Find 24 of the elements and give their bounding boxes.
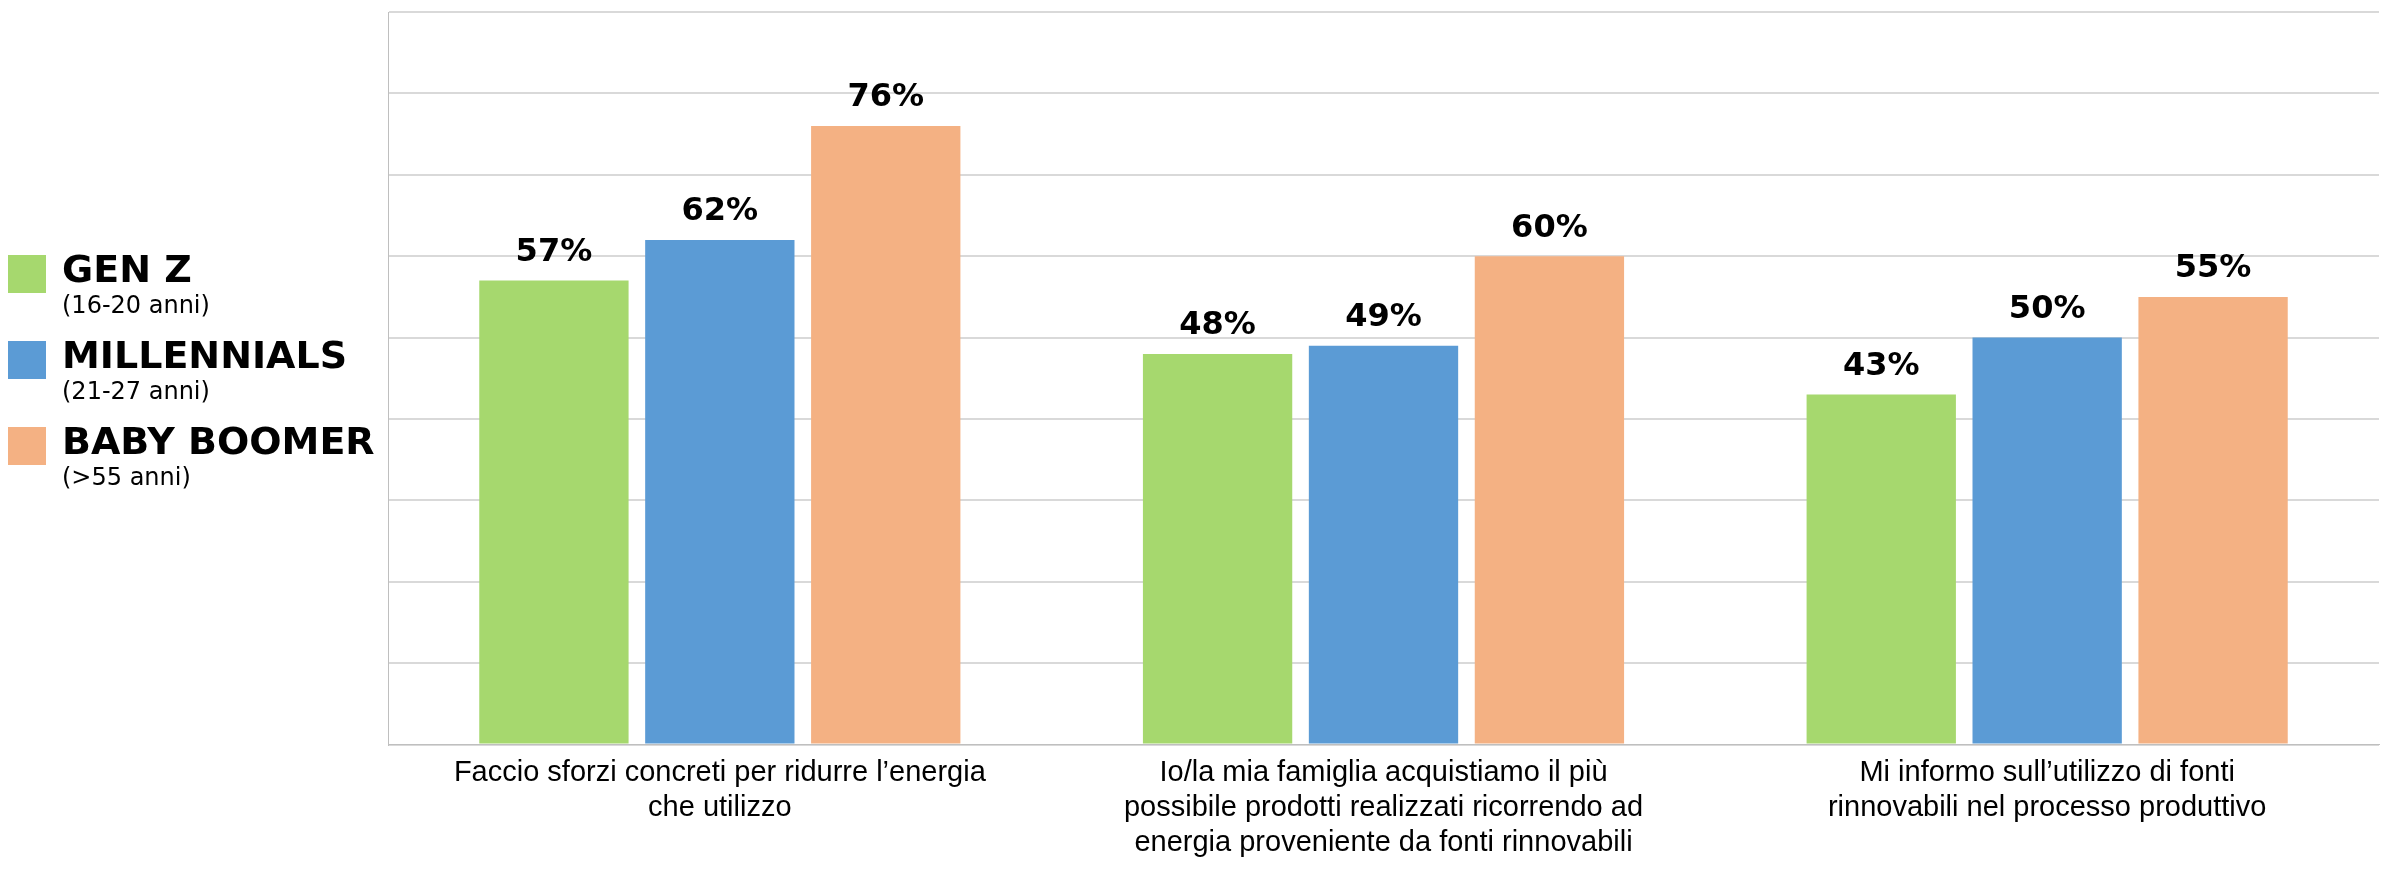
data-label: 55% [2174, 247, 2252, 286]
data-label: 62% [681, 190, 759, 229]
bar [645, 239, 795, 744]
data-label: 49% [1345, 296, 1422, 335]
legend-label: MILLENNIALS (21-27 anni) [62, 332, 348, 405]
bar [1474, 256, 1625, 744]
data-label: 50% [2008, 287, 2086, 326]
data-label: 48% [1179, 304, 1256, 343]
bar [811, 125, 961, 744]
bar [1142, 353, 1293, 744]
x-tick-label: Faccio sforzi concreti per ridurre l’energia che utilizzo [453, 755, 987, 822]
data-label: 60% [1511, 206, 1588, 245]
data-label: 57% [515, 230, 593, 269]
bar [1308, 345, 1459, 744]
bar [479, 280, 629, 744]
data-label: 43% [1842, 344, 1920, 383]
legend-label: GEN Z (16-20 anni) [62, 246, 210, 319]
data-label: 76% [847, 76, 925, 115]
legend-label: BABY BOOMER (>55 anni) [62, 418, 375, 491]
x-tick-label: Io/la mia famiglia acquistiamo il più possibile prodotti realizzati ricorrendo ad energia proveniente da fonti rinnovabili [1123, 755, 1644, 857]
bar [1972, 337, 2122, 744]
bar [1806, 394, 1956, 744]
bar [2138, 296, 2288, 744]
x-tick-label: Mi informo sull’utilizzo di fonti rinnovabili nel processo produttivo [1827, 755, 2267, 822]
